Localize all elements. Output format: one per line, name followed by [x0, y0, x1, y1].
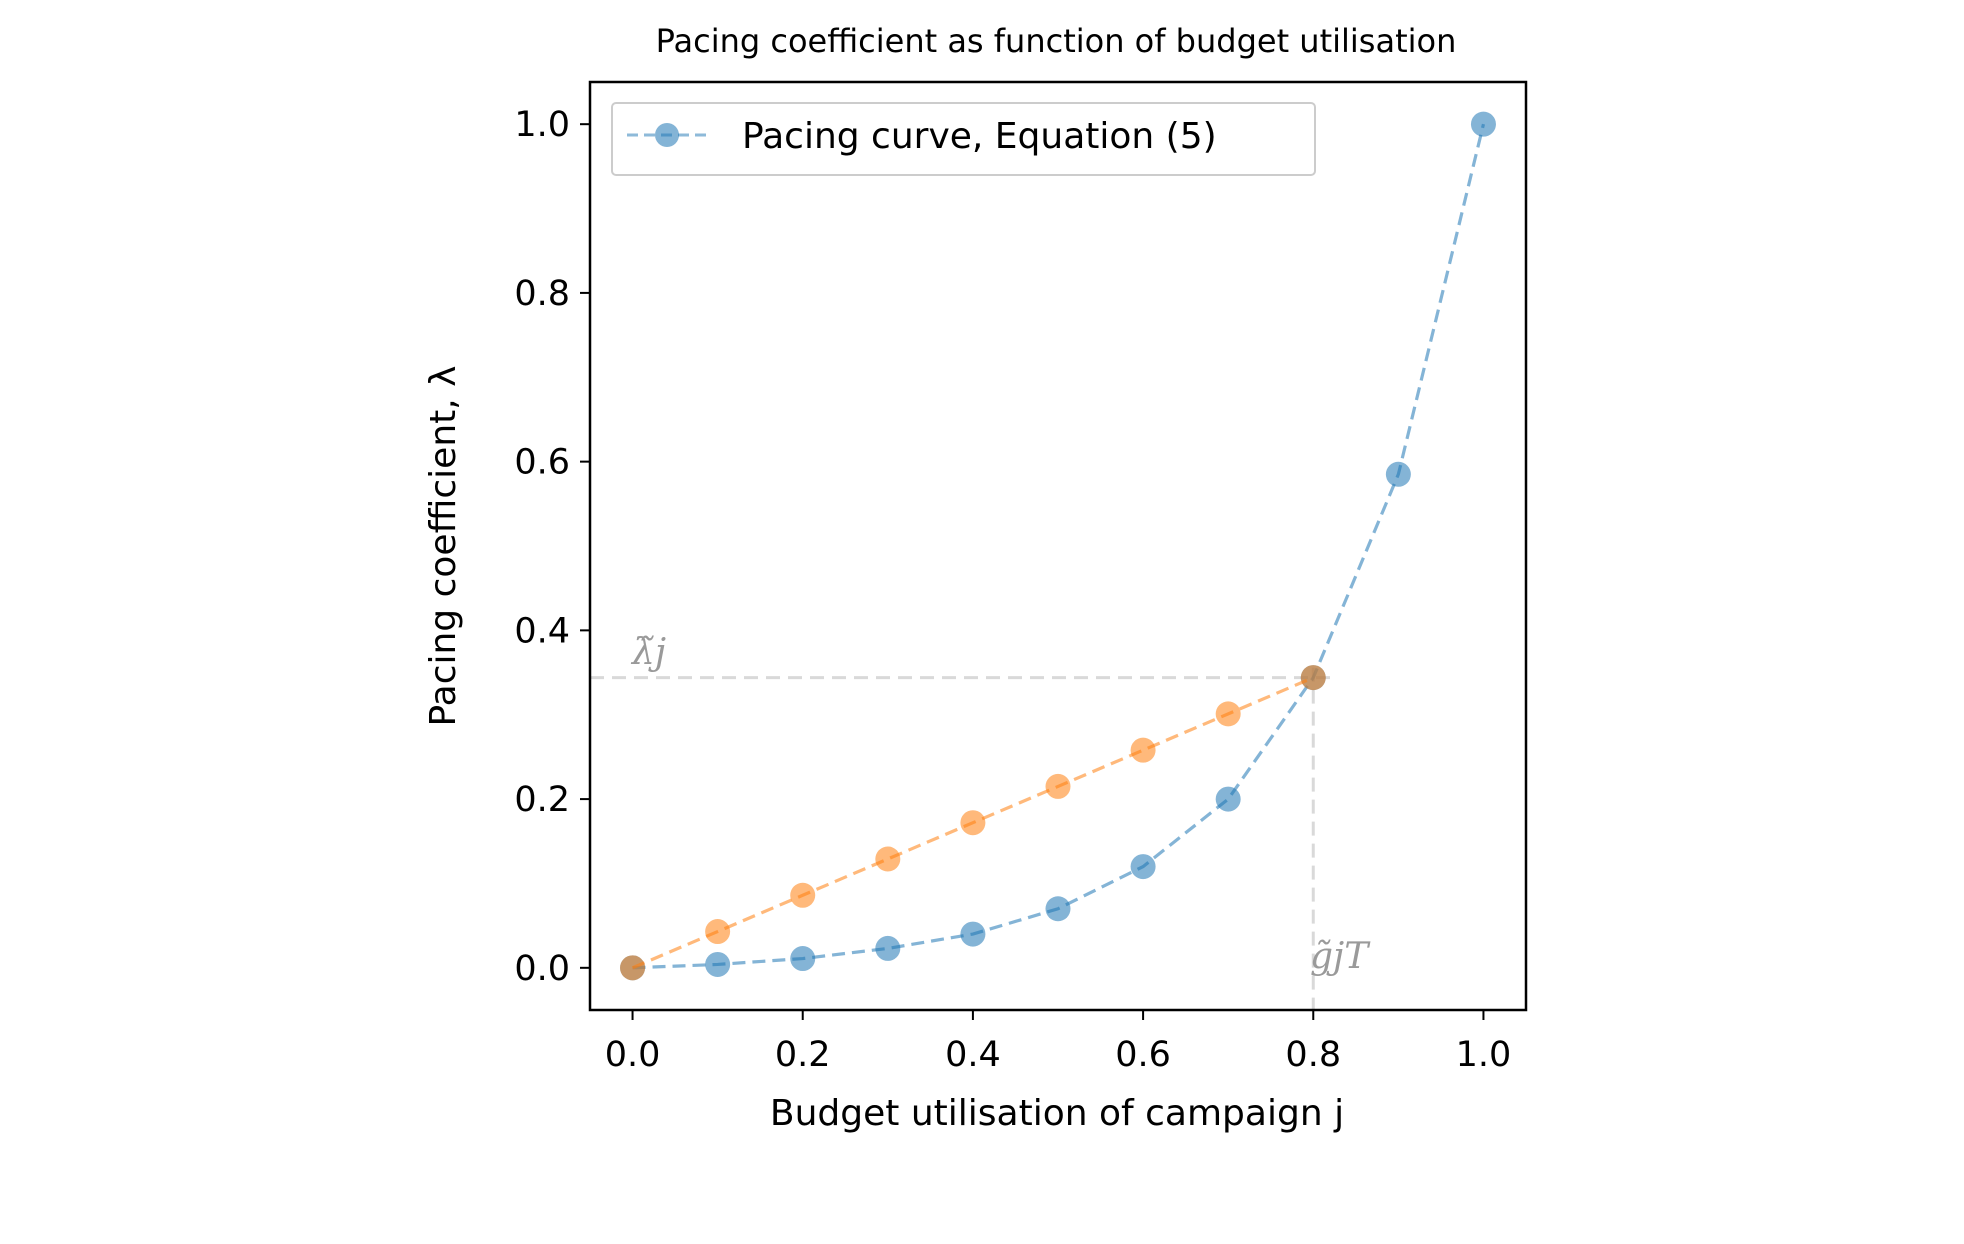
series-1-point — [790, 882, 816, 908]
x-tick-label: 1.0 — [1456, 1035, 1512, 1075]
x-tick-label: 0.0 — [605, 1035, 661, 1075]
g-tilde-annotation: g̃jT — [1310, 936, 1371, 977]
x-axis-label: Budget utilisation of campaign j — [770, 1093, 1344, 1134]
reference-lines — [590, 667, 1334, 1010]
legend-box — [611, 102, 1316, 176]
legend-marker-icon — [655, 123, 679, 147]
y-axis-label: Pacing coefficient, λ — [423, 366, 464, 727]
y-tick-label: 1.0 — [514, 105, 570, 145]
x-tick-label: 0.2 — [775, 1035, 831, 1075]
lambda-tilde-annotation: λ̃j — [630, 632, 666, 673]
series-0-point — [790, 946, 816, 972]
x-tick-label: 0.4 — [945, 1035, 1001, 1075]
series-0-point — [1385, 461, 1411, 487]
series-1-point — [1130, 737, 1156, 763]
x-tick-label: 0.6 — [1115, 1035, 1171, 1075]
series-0-point — [705, 951, 731, 977]
series-0-point — [1215, 786, 1241, 812]
series-1-point — [620, 955, 646, 981]
series-1-point — [960, 810, 986, 836]
series-1 — [620, 665, 1326, 981]
series-0-line — [632, 123, 1486, 970]
series-1-point — [1045, 773, 1071, 799]
series-1-point — [705, 919, 731, 945]
series-0-point — [875, 935, 901, 961]
legend-label: Pacing curve, Equation (5) — [742, 116, 1217, 157]
y-tick-label: 0.2 — [514, 780, 570, 820]
plot-frame — [588, 80, 1528, 1012]
y-axis-ticks: 0.0 0.2 0.4 0.6 0.8 1.0 — [514, 105, 590, 989]
series-1-point — [1215, 701, 1241, 727]
series-layer — [620, 111, 1496, 981]
chart-title: Pacing coefficient as function of budget… — [656, 22, 1457, 60]
x-axis-ticks: 0.0 0.2 0.4 0.6 0.8 1.0 — [605, 1010, 1512, 1075]
series-1-point — [875, 846, 901, 872]
y-tick-label: 0.8 — [514, 274, 570, 314]
series-1-point — [1300, 665, 1326, 691]
y-tick-label: 0.6 — [514, 443, 570, 483]
legend: Pacing curve, Equation (5) — [611, 102, 1316, 176]
series-0 — [620, 111, 1496, 981]
y-tick-label: 0.0 — [514, 949, 570, 989]
x-tick-label: 0.8 — [1285, 1035, 1341, 1075]
series-0-point — [960, 921, 986, 947]
series-0-point — [1470, 111, 1496, 137]
series-0-point — [1130, 854, 1156, 880]
series-0-point — [1045, 896, 1071, 922]
y-tick-label: 0.4 — [514, 611, 570, 651]
